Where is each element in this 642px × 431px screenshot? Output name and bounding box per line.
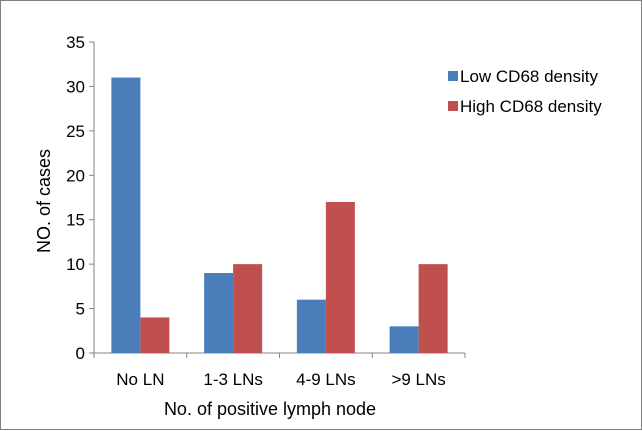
bar-low-cd68-3 [389, 326, 419, 353]
bar-high-cd68-2 [325, 201, 355, 353]
legend: Low CD68 density High CD68 density [448, 67, 602, 116]
bar-low-cd68-1 [204, 273, 234, 353]
bar-high-cd68-0 [140, 317, 170, 353]
y-tick-label: 35 [66, 33, 85, 52]
y-axis: 0 5 10 15 20 25 30 35 [66, 33, 95, 363]
y-axis-title: NO. of cases [34, 149, 54, 253]
y-tick-label: 0 [76, 344, 85, 363]
y-tick-label: 10 [66, 255, 85, 274]
x-tick-label: No LN [116, 370, 164, 389]
legend-label: Low CD68 density [460, 67, 598, 86]
legend-swatch [448, 71, 458, 81]
x-tick-label: >9 LNs [391, 370, 445, 389]
y-tick-label: 25 [66, 122, 85, 141]
bar-low-cd68-2 [296, 299, 326, 353]
x-tick-label: 1-3 LNs [203, 370, 263, 389]
x-axis: No LN 1-3 LNs 4-9 LNs >9 LNs [93, 352, 466, 389]
bars [111, 77, 448, 354]
y-tick-label: 5 [76, 300, 85, 319]
bar-high-cd68-3 [418, 264, 448, 353]
y-tick-label: 15 [66, 211, 85, 230]
bar-low-cd68-0 [111, 77, 141, 354]
y-tick-label: 30 [66, 77, 85, 96]
x-tick-label: 4-9 LNs [296, 370, 356, 389]
legend-label: High CD68 density [460, 97, 602, 116]
bar-high-cd68-1 [233, 264, 263, 353]
x-axis-title: No. of positive lymph node [164, 399, 376, 419]
y-tick-label: 20 [66, 166, 85, 185]
legend-swatch [448, 101, 458, 111]
